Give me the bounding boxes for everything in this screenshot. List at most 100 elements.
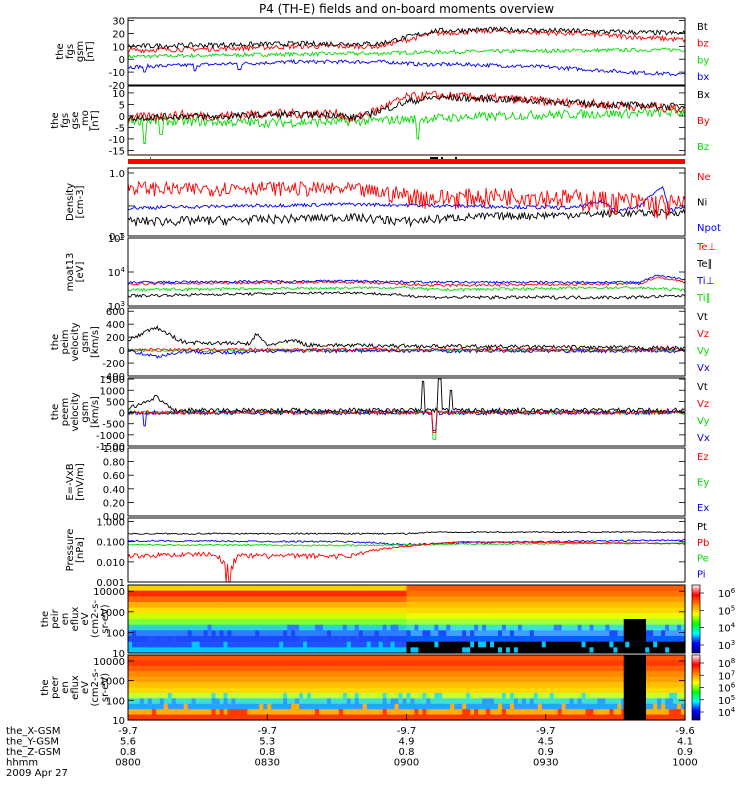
spec-cell bbox=[143, 655, 149, 662]
spec-cell bbox=[366, 585, 372, 592]
spec-cell bbox=[382, 613, 388, 620]
spec-cell bbox=[414, 624, 420, 631]
spec-cell bbox=[227, 671, 233, 678]
spec-cell bbox=[370, 602, 376, 609]
spec-cell bbox=[171, 607, 177, 614]
spec-cell bbox=[446, 585, 451, 592]
spec-cell bbox=[482, 687, 487, 694]
spec-cell bbox=[438, 703, 443, 710]
spec-cell bbox=[346, 590, 352, 597]
spec-cell bbox=[601, 703, 607, 710]
spec-cell bbox=[374, 613, 380, 620]
spec-cell bbox=[311, 687, 316, 694]
spec-cell bbox=[362, 647, 368, 654]
spec-cell bbox=[593, 641, 599, 648]
spec-cell bbox=[366, 590, 372, 597]
spec-cell bbox=[573, 671, 579, 678]
spec-cell bbox=[525, 585, 531, 592]
spec-cell bbox=[665, 636, 670, 643]
spec-cell bbox=[314, 682, 320, 689]
spec-cell bbox=[215, 630, 221, 637]
spec-cell bbox=[438, 607, 443, 614]
spec-cell bbox=[378, 698, 384, 705]
spec-cell bbox=[171, 671, 177, 678]
spec-cell bbox=[334, 602, 340, 609]
tick-label: 0 bbox=[119, 409, 125, 420]
spec-cell bbox=[513, 619, 519, 626]
spec-cell bbox=[553, 602, 559, 609]
spec-cell bbox=[247, 602, 252, 609]
spec-cell bbox=[295, 660, 300, 667]
spec-cell bbox=[677, 687, 682, 694]
spec-cell bbox=[653, 624, 658, 631]
spec-cell bbox=[243, 714, 248, 721]
spec-cell bbox=[498, 585, 503, 592]
spec-cell bbox=[577, 619, 583, 626]
spec-cell bbox=[167, 698, 173, 705]
spec-cell bbox=[231, 655, 237, 662]
spec-cell bbox=[565, 630, 571, 637]
spec-cell bbox=[501, 692, 507, 699]
spec-cell bbox=[482, 703, 487, 710]
spec-cell bbox=[279, 692, 284, 699]
spec-cell bbox=[255, 585, 260, 592]
spec-cell bbox=[621, 655, 626, 662]
spec-cell bbox=[167, 636, 173, 643]
spec-cell bbox=[187, 709, 193, 716]
spec-cell bbox=[314, 641, 320, 648]
spec-cell bbox=[577, 703, 583, 710]
spec-cell bbox=[434, 692, 439, 699]
spec-cell bbox=[533, 636, 539, 643]
spec-cell bbox=[215, 687, 221, 694]
spec-cell bbox=[653, 613, 658, 620]
spec-cell bbox=[346, 714, 352, 721]
spec-cell bbox=[494, 703, 499, 710]
spec-cell bbox=[462, 660, 467, 667]
spec-cell bbox=[450, 682, 455, 689]
spec-cell bbox=[589, 703, 595, 710]
spec-cell bbox=[167, 703, 173, 710]
spec-cell bbox=[653, 596, 658, 603]
spec-cell bbox=[175, 692, 181, 699]
spec-cell bbox=[450, 687, 455, 694]
spec-cell bbox=[617, 660, 622, 667]
spec-cell bbox=[597, 714, 603, 721]
spec-cell bbox=[613, 665, 618, 672]
spec-cell bbox=[450, 585, 455, 592]
spec-cell bbox=[318, 665, 324, 672]
spec-cell bbox=[195, 698, 201, 705]
spec-cell bbox=[529, 619, 535, 626]
spec-cell bbox=[661, 585, 666, 592]
spec-cell bbox=[649, 687, 654, 694]
spec-cell bbox=[128, 665, 133, 672]
spec-cell bbox=[446, 703, 451, 710]
spec-cell bbox=[159, 665, 165, 672]
spec-cell bbox=[382, 709, 388, 716]
spec-cell bbox=[338, 709, 344, 716]
legend-label: bz bbox=[697, 39, 709, 50]
spec-cell bbox=[386, 698, 392, 705]
spec-cell bbox=[239, 671, 244, 678]
spec-cell bbox=[171, 647, 177, 654]
spec-cell bbox=[283, 687, 288, 694]
spec-cell bbox=[143, 590, 149, 597]
spec-cell bbox=[215, 602, 221, 609]
spec-cell bbox=[569, 596, 575, 603]
spec-cell bbox=[438, 590, 443, 597]
spec-cell bbox=[414, 607, 420, 614]
spec-cell bbox=[199, 692, 205, 699]
spec-cell bbox=[338, 636, 344, 643]
spec-cell bbox=[322, 665, 328, 672]
spec-cell bbox=[402, 687, 408, 694]
spec-cell bbox=[251, 596, 256, 603]
spec-cell bbox=[446, 607, 451, 614]
spec-cell bbox=[517, 665, 523, 672]
spec-cell bbox=[199, 698, 205, 705]
spec-cell bbox=[207, 636, 213, 643]
x-tick-label: 5.3 bbox=[259, 737, 275, 748]
spec-cell bbox=[549, 692, 555, 699]
spec-cell bbox=[167, 665, 173, 672]
spec-cell bbox=[458, 619, 463, 626]
spec-cell bbox=[561, 630, 567, 637]
spec-cell bbox=[577, 636, 583, 643]
